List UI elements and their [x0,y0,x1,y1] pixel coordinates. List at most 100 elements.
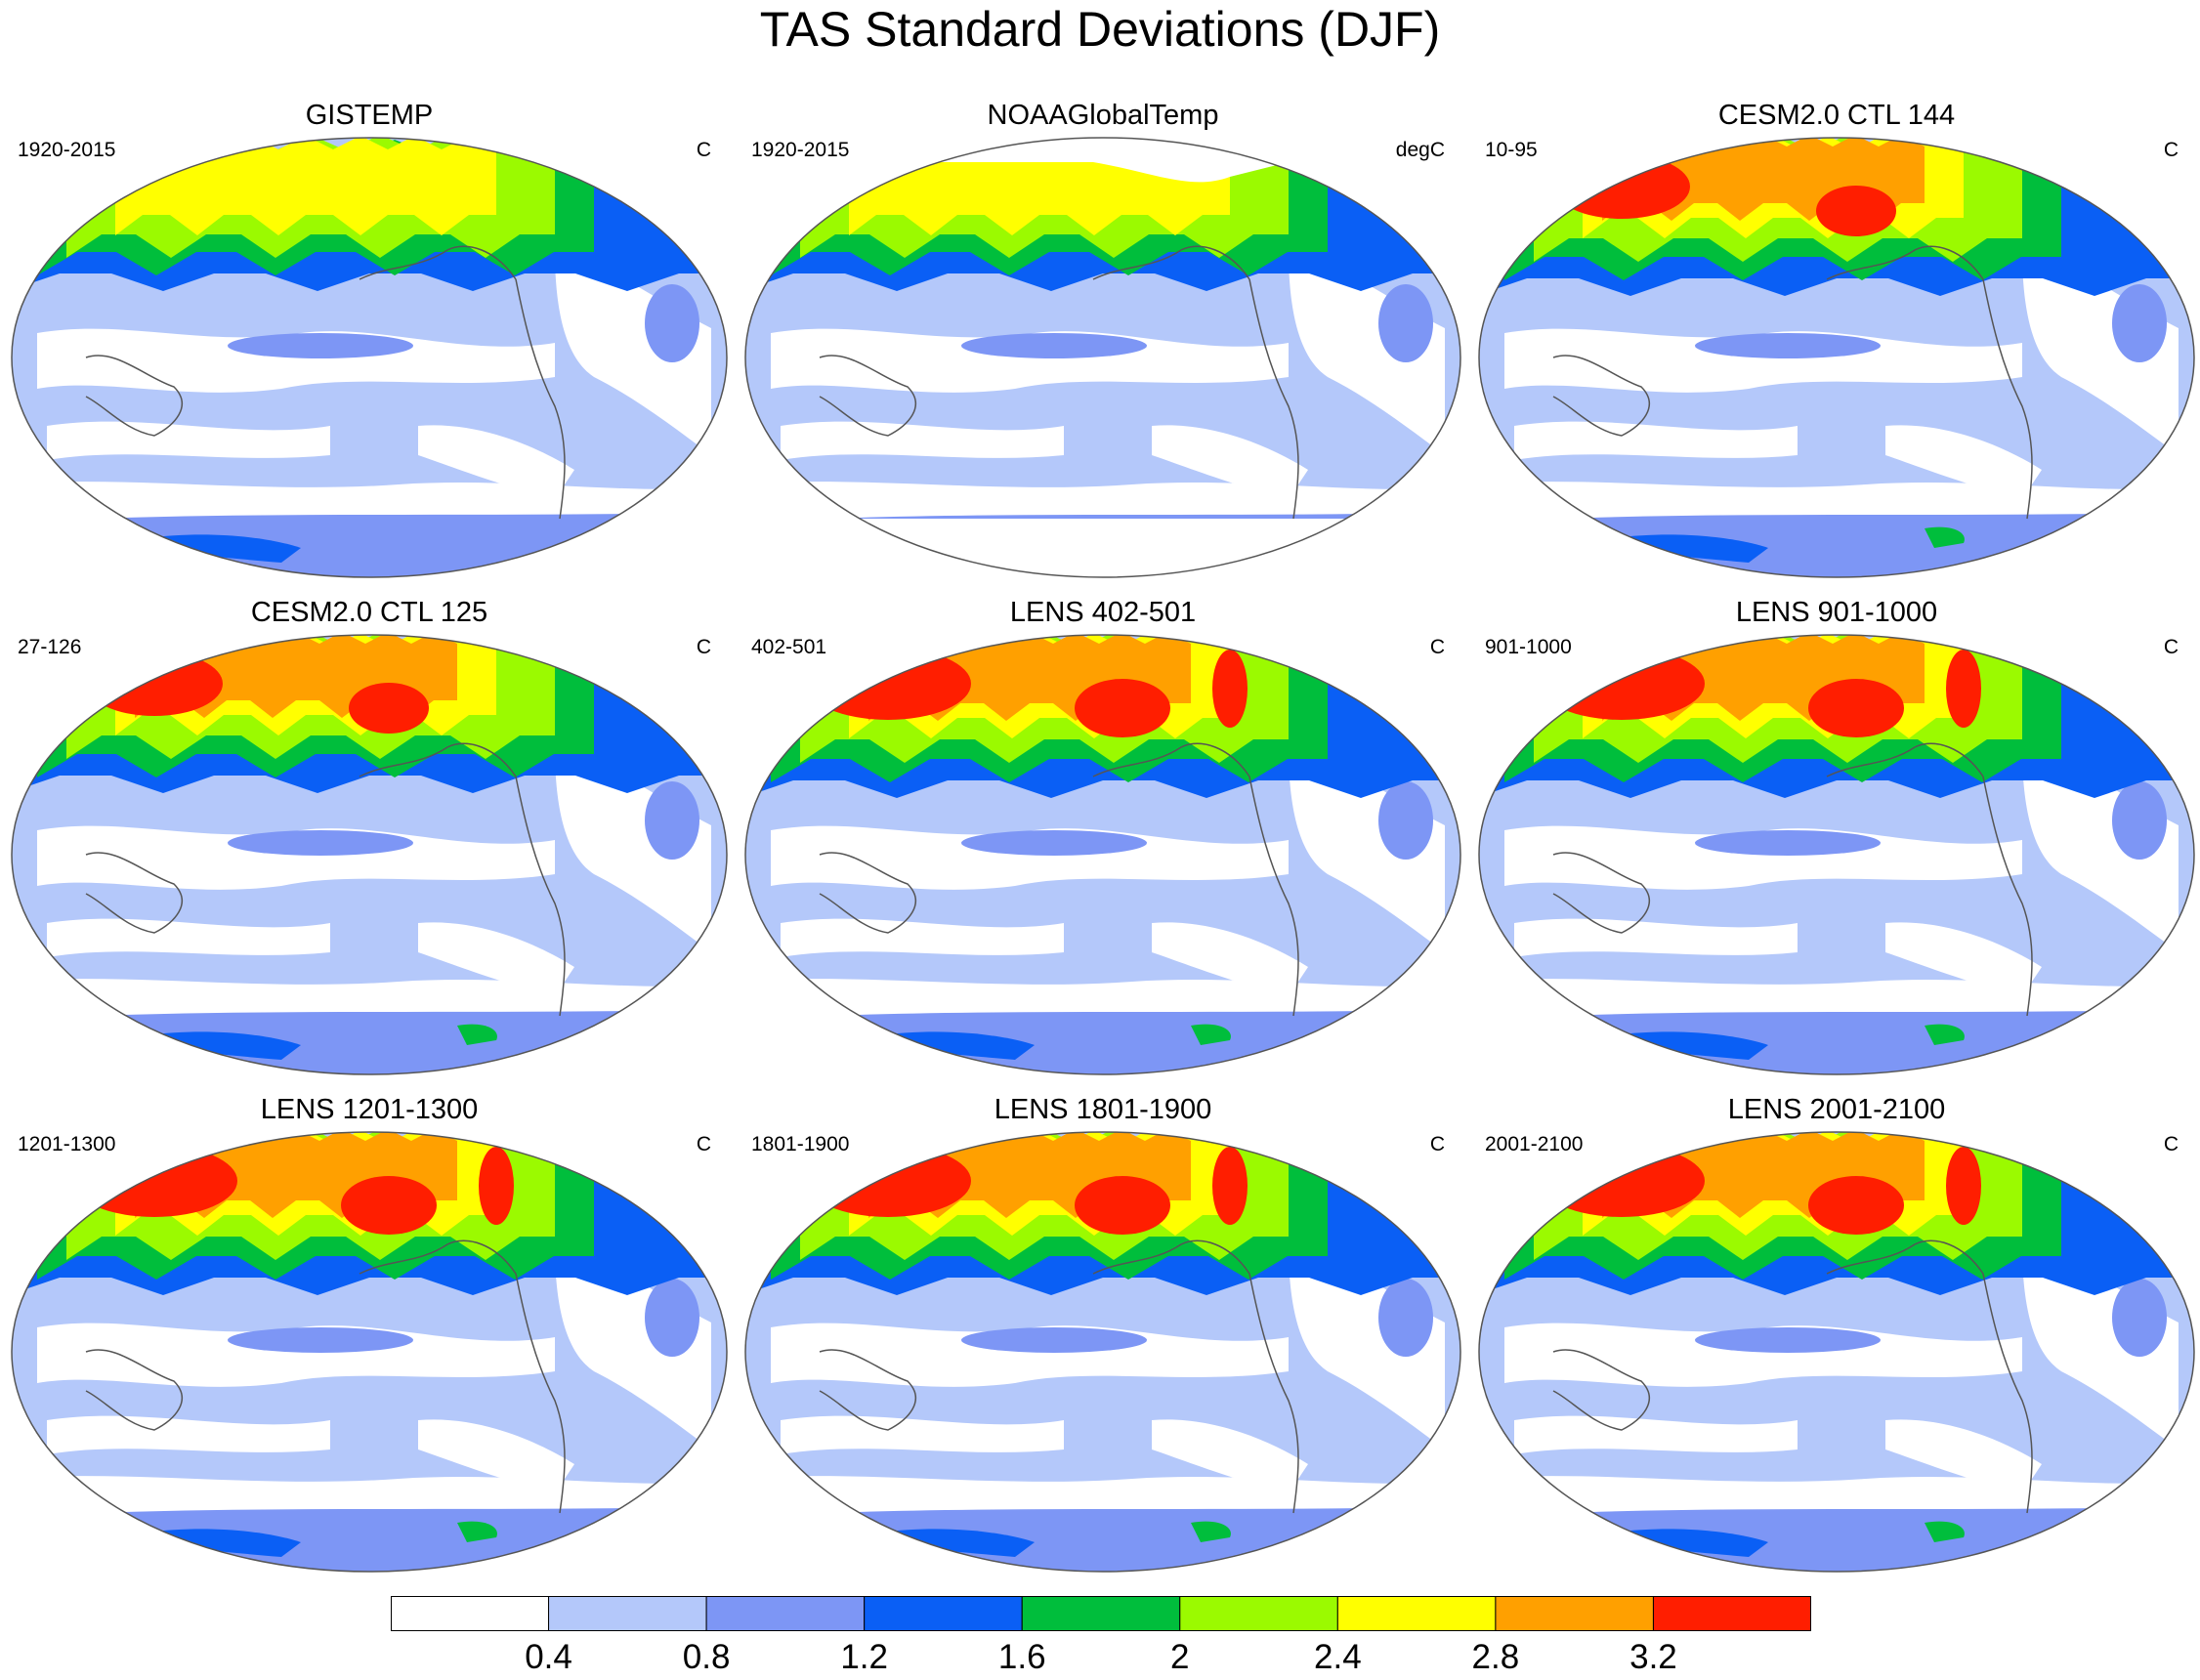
low-variance-zone [12,979,727,1016]
antarctic-band [1479,1506,2194,1572]
north-america-max-patch [341,1176,437,1235]
map-panel: GISTEMP 1920-2015 C [8,96,731,604]
map-outline [1478,634,2195,1075]
atlantic-variance-patch [2112,284,2167,362]
coastline [1552,1349,1650,1431]
panel-units-label: C [1429,636,1445,658]
colorbar-tick-label: 3.2 [1629,1638,1677,1676]
arctic-max-patch [1946,1147,1981,1225]
low-variance-zone [1289,1244,1445,1449]
map-projection [1478,137,2195,578]
low-variance-zone [1479,979,2194,1016]
low-variance-zone [1289,250,1445,455]
panel-title: LENS 2001-2100 [1727,1094,1946,1125]
antarctic-high-patch [145,1031,301,1060]
map-outline [1478,1131,2195,1573]
panel-title: CESM2.0 CTL 144 [1717,100,1956,131]
atlantic-variance-patch [1378,284,1433,362]
pacific-variance-core [961,1327,1147,1353]
low-variance-zone [418,425,574,499]
atlantic-variance-patch [2112,1279,2167,1357]
panel-period-label: 1920-2015 [751,139,850,161]
map-panel: LENS 1201-1300 1201-1300 C [8,1090,731,1598]
colorbar-tick-label: 0.8 [682,1638,731,1676]
map-projection [11,1131,728,1573]
coastline [1552,355,1650,437]
low-variance-zone [1152,922,1308,996]
low-variance-zone [1885,1419,2042,1493]
low-variance-zone [12,1476,727,1513]
colorbar-labels: 0.4 0.8 1.2 1.6 2 2.4 2.8 3.2 [0,1638,2200,1680]
siberia-max-patch [1539,1145,1705,1217]
colorbar-tick-label: 1.6 [997,1638,1046,1676]
map-outline [11,1131,728,1573]
pacific-variance-core [228,830,413,856]
map-outline [744,137,1461,578]
map-projection [11,137,728,578]
colorbar-tick-label: 2 [1170,1638,1190,1676]
panel-period-label: 1920-2015 [18,139,116,161]
antarctic-peak-patch [1925,1024,1965,1045]
antarctic-peak-patch [1925,526,1965,548]
panel-units-label: C [696,636,711,658]
north-america-max-patch [1075,679,1170,737]
low-variance-zone [1504,1323,2022,1387]
low-variance-zone [2022,1244,2179,1449]
low-variance-zone [555,747,711,952]
colorbar-segment [864,1596,1023,1631]
map-panel: LENS 901-1000 901-1000 C [1475,593,2198,1101]
low-variance-zone [781,421,1064,460]
low-variance-zone [47,421,330,460]
colorbar-segment [1652,1596,1811,1631]
antarctic-high-patch [878,1031,1035,1060]
antarctic-band [1479,1009,2194,1074]
coastline [1092,245,1250,280]
coastline [1248,278,1299,520]
antarctic-band [745,1506,1460,1572]
panel-period-label: 402-501 [751,636,827,658]
low-variance-zone [418,1419,574,1493]
colorbar-tick-label: 2.4 [1314,1638,1362,1676]
colorbar-tick-label: 2.8 [1471,1638,1520,1676]
low-variance-zone [37,328,555,393]
map-panel: CESM2.0 CTL 125 27-126 C [8,593,731,1101]
coastline [1248,776,1299,1017]
low-variance-zone [1514,918,1798,957]
low-variance-zone [555,1244,711,1449]
panel-units-label: C [2163,1133,2179,1155]
colorbar-tick-label: 1.2 [840,1638,888,1676]
panel-period-label: 1801-1900 [751,1133,850,1155]
colorbar-segment [391,1596,550,1631]
low-variance-zone [47,1415,330,1454]
low-variance-zone [781,1415,1064,1454]
low-variance-zone [1152,425,1308,499]
panel-title: CESM2.0 CTL 125 [250,597,488,628]
antarctic-band [1479,512,2194,577]
missing-data-antarctic [745,519,1460,577]
low-variance-zone [1885,425,2042,499]
coastline [1826,1239,1984,1275]
antarctic-peak-patch [1925,1521,1965,1542]
low-variance-zone [12,482,727,519]
atlantic-variance-patch [1378,1279,1433,1357]
panel-title: LENS 901-1000 [1735,597,1938,628]
low-variance-zone [745,482,1460,519]
pacific-variance-core [961,333,1147,358]
low-variance-zone [37,825,555,890]
antarctic-high-patch [1612,1529,1768,1557]
coastline [85,355,183,437]
atlantic-variance-patch [645,781,699,860]
panel-title: NOAAGlobalTemp [987,100,1219,131]
coastline [819,355,916,437]
coastline [85,852,183,934]
coastline [1982,1273,2033,1514]
low-variance-zone [555,250,711,455]
low-variance-zone [1479,482,2194,519]
coastline [1826,245,1984,280]
antarctic-band [745,1009,1460,1074]
pacific-variance-core [228,1327,413,1353]
siberia-max-patch [805,648,971,720]
north-america-max-patch [1808,1176,1904,1235]
low-variance-zone [1885,922,2042,996]
panel-units-label: C [696,1133,711,1155]
